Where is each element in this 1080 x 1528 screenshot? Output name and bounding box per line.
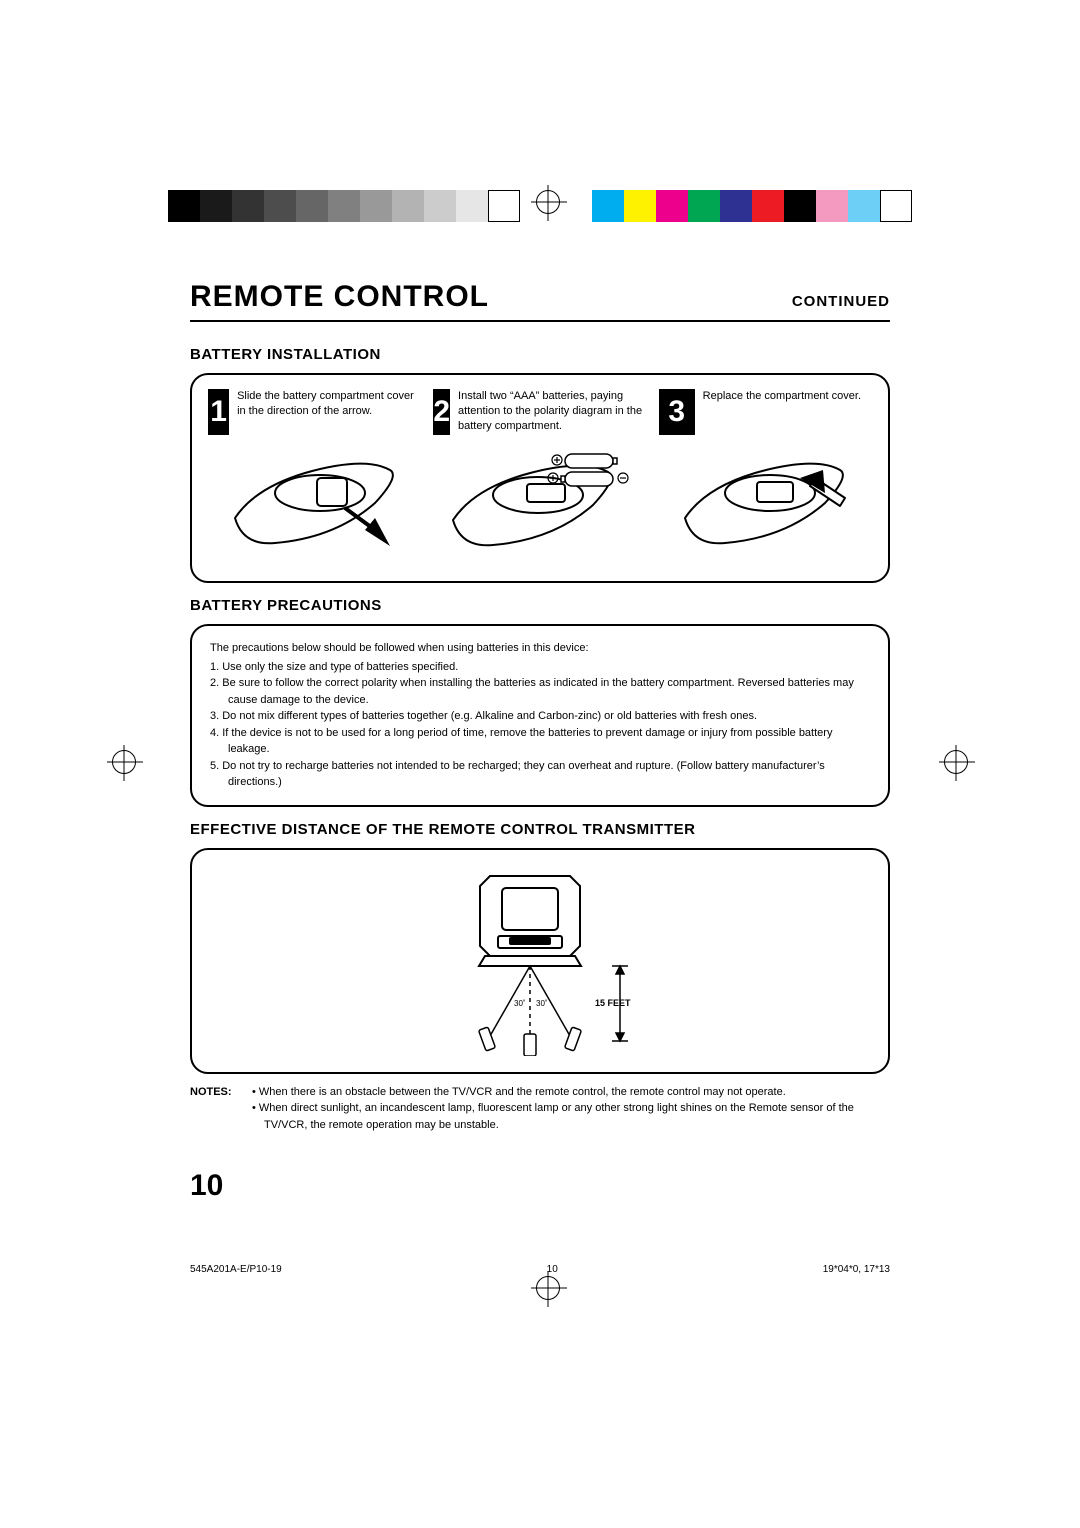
registration-mark-icon xyxy=(536,190,560,214)
install-step-3: 3 Replace the compartment cover. xyxy=(659,389,872,563)
tv-distance-diagram-icon: 30˚ 30˚ 15 FEET xyxy=(390,866,690,1056)
precautions-list: 1. Use only the size and type of batteri… xyxy=(210,659,870,791)
footer: 545A201A-E/P10-19 10 19*04*0, 17*13 xyxy=(190,1264,890,1275)
battery-precautions-heading: BATTERY PRECAUTIONS xyxy=(190,597,890,614)
precaution-item: 3. Do not mix different types of batteri… xyxy=(210,708,870,725)
remote-cover-replace-icon xyxy=(659,443,872,563)
step-text: Slide the battery compartment cover in t… xyxy=(237,389,421,435)
footer-timestamp: 19*04*0, 17*13 xyxy=(823,1264,890,1275)
footer-page: 10 xyxy=(547,1264,558,1275)
effective-distance-panel: 30˚ 30˚ 15 FEET xyxy=(190,848,890,1074)
continued-label: CONTINUED xyxy=(792,293,890,310)
install-step-2: 2 Install two “AAA” batteries, paying at… xyxy=(433,389,646,563)
step-text: Replace the compartment cover. xyxy=(703,389,861,435)
battery-installation-panel: 1 Slide the battery compartment cover in… xyxy=(190,373,890,583)
step-text: Install two “AAA” batteries, paying atte… xyxy=(458,389,647,435)
install-step-1: 1 Slide the battery compartment cover in… xyxy=(208,389,421,563)
page-title: REMOTE CONTROL xyxy=(190,280,489,314)
precaution-item: 5. Do not try to recharge batteries not … xyxy=(210,758,870,791)
footer-doc-id: 545A201A-E/P10-19 xyxy=(190,1264,282,1275)
notes-list: When there is an obstacle between the TV… xyxy=(252,1084,890,1134)
precaution-item: 4. If the device is not to be used for a… xyxy=(210,725,870,758)
effective-distance-heading: EFFECTIVE DISTANCE OF THE REMOTE CONTROL… xyxy=(190,821,890,838)
notes-label: NOTES: xyxy=(190,1084,252,1134)
angle-left-label: 30˚ xyxy=(514,999,526,1008)
registration-mark-icon xyxy=(944,750,968,774)
note-item: When direct sunlight, an incandescent la… xyxy=(252,1100,890,1133)
precaution-item: 1. Use only the size and type of batteri… xyxy=(210,659,870,676)
remote-cover-slide-icon xyxy=(208,443,421,563)
step-number: 3 xyxy=(659,389,695,435)
precaution-item: 2. Be sure to follow the correct polarit… xyxy=(210,675,870,708)
battery-precautions-panel: The precautions below should be followed… xyxy=(190,624,890,807)
registration-mark-icon xyxy=(112,750,136,774)
step-number: 1 xyxy=(208,389,229,435)
page-number: 10 xyxy=(190,1169,890,1203)
step-number: 2 xyxy=(433,389,450,435)
notes: NOTES: When there is an obstacle between… xyxy=(190,1084,890,1134)
registration-mark-icon xyxy=(536,1276,560,1300)
remote-insert-batteries-icon xyxy=(433,443,646,563)
battery-installation-heading: BATTERY INSTALLATION xyxy=(190,346,890,363)
angle-right-label: 30˚ xyxy=(536,999,548,1008)
note-item: When there is an obstacle between the TV… xyxy=(252,1084,890,1101)
precautions-intro: The precautions below should be followed… xyxy=(210,640,870,657)
distance-feet-label: 15 FEET xyxy=(595,998,631,1008)
page-header: REMOTE CONTROL CONTINUED xyxy=(190,280,890,322)
